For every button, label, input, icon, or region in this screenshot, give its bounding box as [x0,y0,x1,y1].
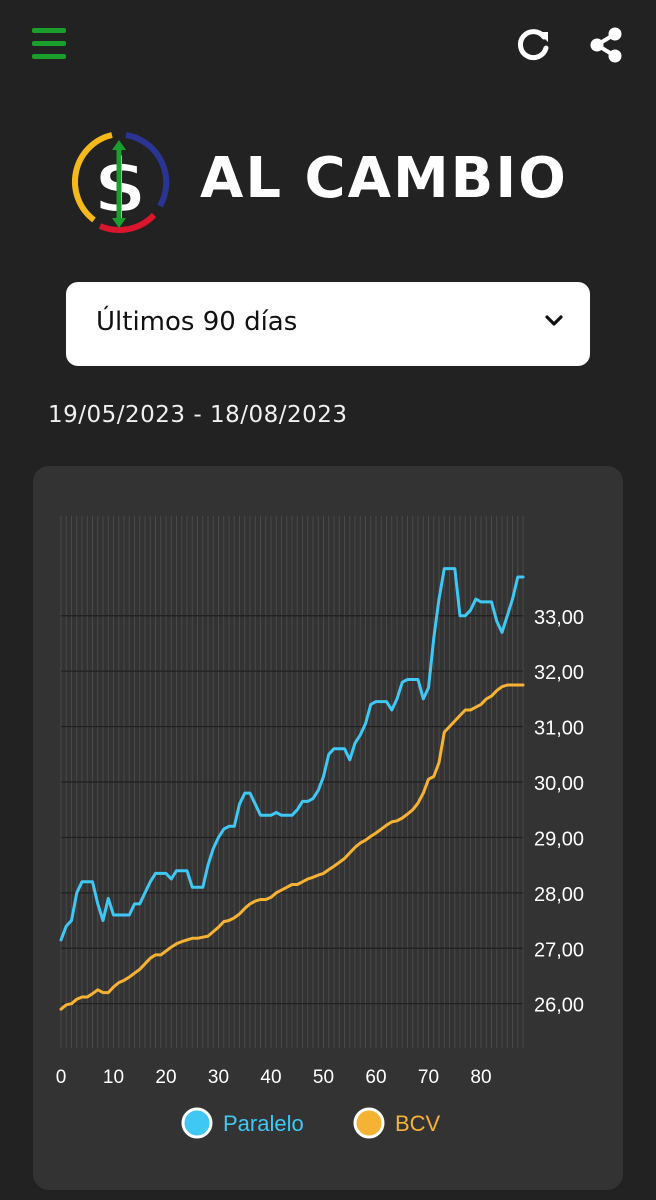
share-icon[interactable] [588,26,624,64]
series-line-bcv [59,683,525,1011]
legend-marker-bcv [353,1107,385,1139]
legend-label-bcv: BCV [395,1111,441,1136]
top-bar [0,0,656,90]
y-tick-label: 29,00 [534,828,584,850]
refresh-icon[interactable] [514,26,552,64]
y-tick-label: 30,00 [534,773,584,795]
chevron-down-icon [545,315,563,326]
range-select-value: Últimos 90 días [96,307,298,337]
date-range-text: 19/05/2023 - 18/08/2023 [48,402,348,428]
x-tick-label: 70 [418,1067,439,1088]
date-range-select[interactable]: Últimos 90 días [66,282,590,366]
y-tick-label: 27,00 [534,939,584,961]
legend-label-paralelo: Paralelo [223,1111,304,1136]
app-logo: $ AL CAMBIO [64,128,594,238]
line-chart: 26,00 27,00 28,00 29,00 30,00 31,00 32,00 33,00… [56,516,584,1139]
x-tick-label: 0 [56,1067,67,1088]
y-tick-label: 31,00 [534,718,584,740]
exchange-rate-chart: 26,00 27,00 28,00 29,00 30,00 31,00 32,00 33,00… [33,466,623,1190]
y-tick-label: 32,00 [534,662,584,684]
x-tick-label: 50 [313,1067,334,1088]
legend-marker-paralelo [181,1107,213,1139]
y-tick-label: 26,00 [534,995,584,1017]
x-tick-label: 10 [103,1067,124,1088]
hamburger-menu-icon[interactable] [32,28,66,60]
y-tick-label: 33,00 [534,607,584,629]
y-tick-label: 28,00 [534,884,584,906]
logo-text: AL CAMBIO [200,146,568,211]
x-tick-label: 20 [155,1067,176,1088]
series-line-paralelo [59,567,525,942]
x-tick-label: 60 [365,1067,386,1088]
x-tick-label: 80 [470,1067,491,1088]
x-tick-label: 30 [208,1067,229,1088]
dollar-logo-icon: $ [64,128,174,238]
x-tick-label: 40 [260,1067,281,1088]
